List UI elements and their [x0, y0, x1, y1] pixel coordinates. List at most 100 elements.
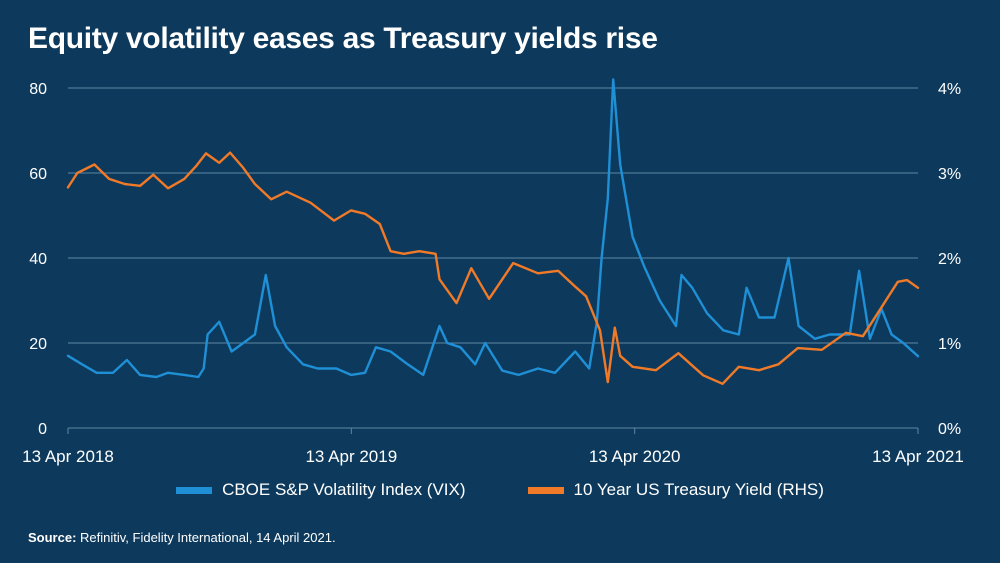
- yield-data-point: [195, 165, 197, 168]
- vix-data-point: [890, 333, 893, 336]
- yield-data-point: [242, 167, 245, 169]
- yield-data-point: [254, 183, 256, 185]
- vix-data-point: [183, 374, 186, 376]
- yield-data-point: [183, 178, 186, 180]
- x-axis-tick-label: 13 Apr 2019: [305, 447, 397, 466]
- vix-data-point: [155, 376, 158, 378]
- right-axis-tick-label: 1%: [938, 336, 961, 353]
- vix-data-point: [787, 257, 790, 259]
- yield-data-point: [108, 178, 110, 180]
- vix-data-point: [446, 342, 449, 344]
- yield-data-point: [572, 284, 575, 287]
- vix-data-point: [554, 371, 556, 374]
- vix-data-point: [474, 363, 477, 366]
- yield-data-point: [167, 187, 169, 190]
- yield-data-point: [378, 223, 381, 225]
- vix-data-point: [680, 274, 683, 276]
- source-note: Source: Refinitiv, Fidelity Internationa…: [28, 530, 336, 545]
- vix-series-line: [66, 78, 920, 379]
- vix-data-point: [112, 371, 114, 374]
- yield-data-point: [350, 209, 352, 212]
- vix-data-point: [438, 325, 441, 327]
- yield-data-point: [67, 186, 69, 189]
- chart-title: Equity volatility eases as Treasury yiel…: [28, 22, 658, 55]
- yield-data-point: [606, 381, 609, 383]
- vix-data-point: [643, 265, 646, 268]
- yield-data-point: [123, 183, 126, 185]
- yield-data-point: [455, 302, 458, 304]
- left-axis-tick-label: 60: [29, 166, 47, 183]
- yield-data-point: [93, 163, 96, 166]
- vix-data-point: [202, 367, 205, 370]
- grid-lines: [68, 87, 918, 429]
- yield-data-point: [76, 172, 79, 174]
- yield-data-point: [512, 262, 515, 264]
- legend-label-vix: CBOE S&P Volatility Index (VIX): [222, 480, 466, 499]
- vix-data-point: [606, 197, 609, 200]
- vix-data-point: [869, 337, 871, 340]
- vix-data-point: [658, 299, 661, 302]
- right-axis-tick-label: 0%: [938, 421, 961, 438]
- vix-swatch: [176, 486, 213, 494]
- legend-item-yield: 10 Year US Treasury Yield (RHS): [527, 480, 824, 500]
- vix-data-point: [242, 342, 245, 344]
- right-axis-tick-label: 3%: [938, 166, 961, 183]
- yield-data-point: [557, 269, 559, 272]
- yield-data-point: [270, 198, 273, 201]
- yield-data-point: [655, 369, 657, 372]
- vix-data-point: [197, 376, 200, 378]
- vix-data-point: [828, 333, 831, 336]
- series-lines: [66, 78, 920, 385]
- vix-data-point: [218, 320, 221, 323]
- yield-data-point: [796, 347, 799, 349]
- vix-data-point: [612, 78, 615, 81]
- yield-data-point: [585, 295, 587, 298]
- yield-data-point: [389, 250, 392, 253]
- vix-data-point: [167, 371, 169, 374]
- yield-data-point: [619, 354, 622, 357]
- yield-data-point: [758, 369, 760, 372]
- vix-data-point: [459, 346, 462, 349]
- vix-data-point: [501, 369, 504, 372]
- vix-data-point: [274, 325, 276, 327]
- vix-data-point: [517, 374, 520, 376]
- left-axis-tick-label: 20: [29, 336, 47, 353]
- vix-data-point: [81, 363, 83, 366]
- vix-data-point: [264, 274, 267, 276]
- yield-data-point: [333, 219, 335, 222]
- yield-data-point: [488, 297, 490, 300]
- vix-data-point: [230, 350, 233, 353]
- vix-data-point: [917, 355, 919, 358]
- vix-data-point: [902, 342, 905, 344]
- yield-data-point: [152, 173, 155, 176]
- x-axis-tick-label: 13 Apr 2018: [22, 447, 114, 466]
- source-label: Source:: [28, 530, 77, 545]
- vix-data-point: [691, 286, 694, 289]
- yield-data-point: [599, 329, 601, 332]
- vix-data-point: [722, 329, 725, 332]
- vix-data-point: [537, 367, 539, 370]
- yield-data-point: [820, 348, 823, 351]
- vix-data-point: [302, 363, 304, 366]
- yield-data-point: [896, 280, 899, 283]
- vix-data-point: [67, 354, 69, 357]
- vix-data-point: [675, 325, 677, 327]
- right-axis-tick-label: 2%: [938, 251, 961, 268]
- legend-label-yield: 10 Year US Treasury Yield (RHS): [573, 480, 824, 499]
- x-axis-tick-label: 13 Apr 2020: [589, 447, 681, 466]
- vix-data-point: [619, 163, 622, 166]
- vix-data-point: [588, 367, 591, 370]
- yield-data-point: [777, 363, 780, 366]
- yield-data-point: [309, 201, 312, 204]
- yield-data-point: [205, 152, 207, 155]
- yield-swatch: [527, 486, 564, 494]
- vix-data-point: [126, 359, 128, 361]
- yield-data-point: [721, 382, 724, 385]
- x-axis-tick-labels: 13 Apr 2018 13 Apr 2019 13 Apr 2020 13 Apr …: [22, 428, 964, 466]
- vix-data-point: [389, 350, 392, 353]
- yield-data-point: [285, 190, 288, 193]
- yield-data-point: [906, 279, 908, 281]
- vix-data-point: [737, 333, 740, 336]
- source-text: Refinitiv, Fidelity International, 14 Ap…: [76, 530, 336, 545]
- vix-data-point: [364, 371, 366, 374]
